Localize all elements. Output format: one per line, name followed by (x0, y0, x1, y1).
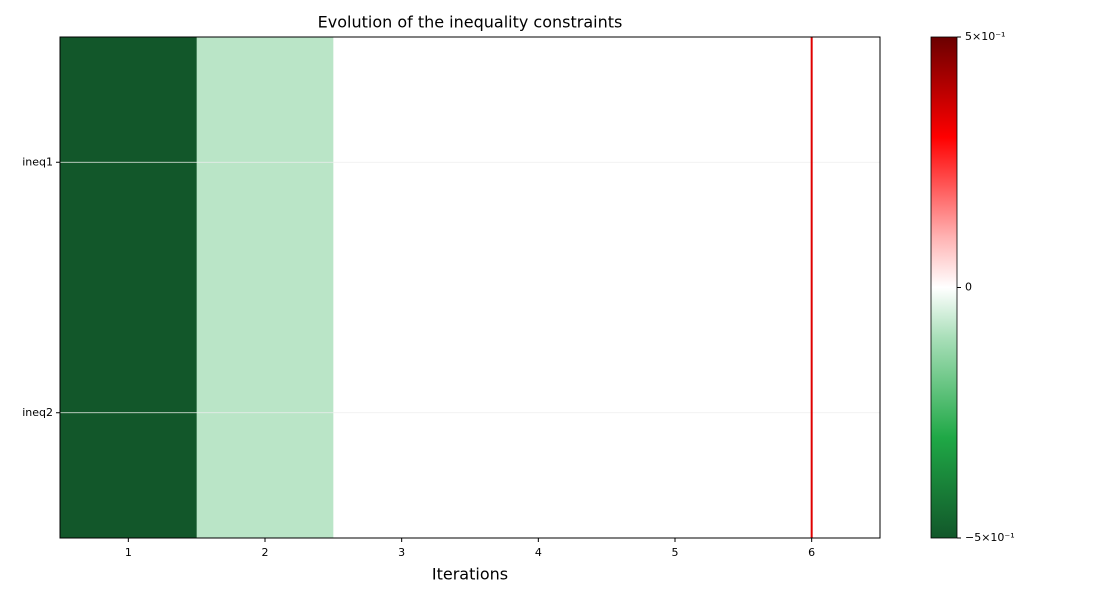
colorbar-tick-label: 5×10⁻¹ (965, 30, 1005, 43)
colorbar-tick-label: −5×10⁻¹ (965, 531, 1015, 544)
x-tick-label: 3 (398, 546, 405, 559)
y-tick-label: ineq2 (22, 406, 53, 419)
chart-title: Evolution of the inequality constraints (318, 13, 623, 32)
x-tick-label: 4 (535, 546, 542, 559)
colorbar (930, 36, 958, 539)
x-tick-label: 1 (125, 546, 132, 559)
x-tick-label: 6 (808, 546, 815, 559)
colorbar-tick-label: 0 (965, 281, 972, 294)
x-axis-label: Iterations (432, 565, 508, 584)
x-tick-label: 2 (262, 546, 269, 559)
x-tick-label: 5 (672, 546, 679, 559)
plot-frame (59, 36, 881, 539)
y-tick-label: ineq1 (22, 155, 53, 168)
